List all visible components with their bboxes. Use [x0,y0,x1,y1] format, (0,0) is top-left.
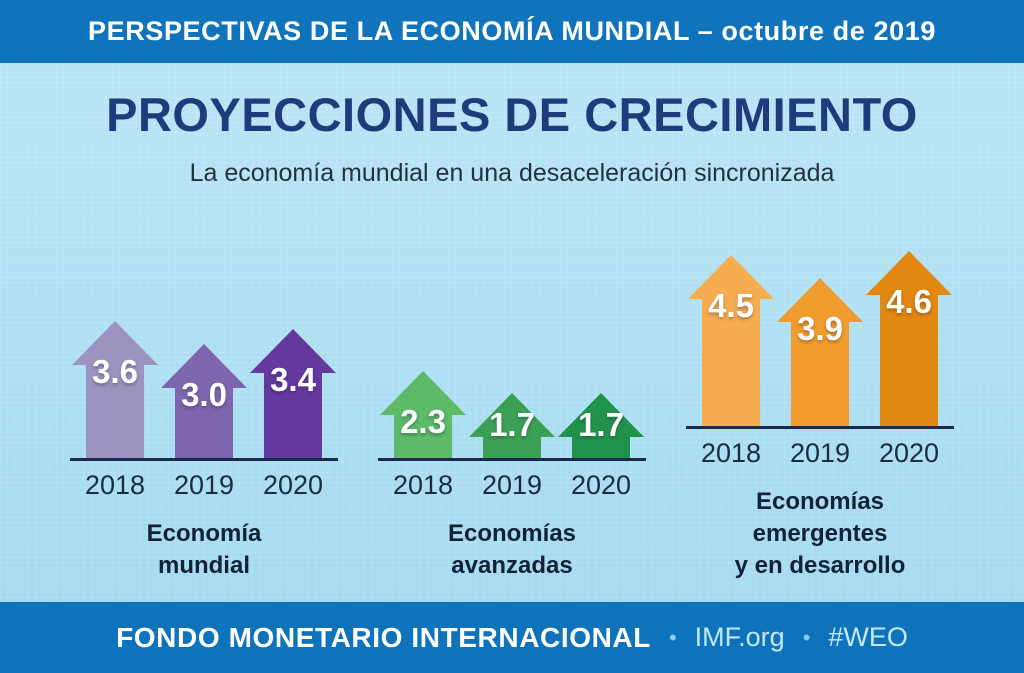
year-label-2019: 2019 [173,470,235,501]
chart-group-2: 2.3 1.7 1.7 2018 2019 2020 Economías avanzada… [378,282,646,583]
growth-arrow-2018: 2.3 [380,371,466,459]
up-arrow-icon [250,329,336,459]
up-arrow-icon [469,393,555,459]
growth-arrow-2019: 3.9 [777,277,863,426]
group-label: Economías emergentes y en desarrollo [686,486,954,583]
axis-baseline [686,425,954,429]
up-arrow-icon [380,371,466,459]
group-label-line: mundial [157,552,250,580]
chart-group-1: 3.6 3.0 3.4 2018 2019 2020 Economía mundial [70,282,338,583]
growth-arrow-2020: 4.6 [866,250,952,426]
axis-baseline [378,458,646,462]
up-arrow-icon [558,393,644,459]
page-subtitle: La economía mundial en una desaceleració… [189,158,835,187]
up-arrow-icon [866,250,952,426]
year-label-2020: 2020 [262,470,324,501]
page-title: PROYECCIONES DE CRECIMIENTO [106,88,918,141]
growth-arrow-2020: 3.4 [250,329,336,459]
arrow-value: 4.5 [708,286,754,324]
growth-arrow-2020: 1.7 [558,393,644,459]
group-label-line: Economías emergentes [752,487,888,548]
group-label-line: y en desarrollo [734,552,906,580]
arrow-value: 3.4 [270,361,316,399]
top-banner-title: PERSPECTIVAS DE LA ECONOMÍA MUNDIAL – oc… [88,16,936,46]
year-label-2018: 2018 [700,437,762,468]
group-label: Economías avanzadas [378,518,646,583]
group-label-line: Economías [447,520,577,548]
year-label-2019: 2019 [481,470,543,501]
arrow-row: 4.5 3.9 4.6 [686,250,954,426]
arrow-row: 3.6 3.0 3.4 [70,282,338,459]
up-arrow-icon [161,344,247,459]
arrow-row: 2.3 1.7 1.7 [378,282,646,459]
chart-group-3: 4.5 3.9 4.6 2018 2019 2020 Economías emergen… [686,250,954,583]
top-banner: PERSPECTIVAS DE LA ECONOMÍA MUNDIAL – oc… [0,0,1024,63]
up-arrow-icon [777,277,863,426]
growth-arrow-2019: 1.7 [469,393,555,459]
arrow-value: 3.6 [92,353,138,391]
growth-chart: 3.6 3.0 3.4 2018 2019 2020 Economía mundial 2… [0,250,1024,583]
year-label-2018: 2018 [392,470,454,501]
year-label-2019: 2019 [789,437,851,468]
growth-arrow-2019: 3.0 [161,344,247,459]
group-label: Economía mundial [70,518,338,583]
arrow-value: 3.9 [797,309,843,347]
arrow-value: 1.7 [578,406,624,444]
year-label-2018: 2018 [84,470,146,501]
footer-website: IMF.org [694,622,785,652]
group-label-line: avanzadas [451,552,573,580]
main-content: PROYECCIONES DE CRECIMIENTO La economía … [0,63,1024,673]
year-axis: 2018 2019 2020 [70,470,338,501]
axis-baseline [70,458,338,462]
footer-hashtag: #WEO [828,622,908,652]
bullet-separator-icon: • [668,624,677,650]
year-label-2020: 2020 [570,470,632,501]
arrow-value: 1.7 [489,406,535,444]
up-arrow-icon [688,254,774,426]
year-axis: 2018 2019 2020 [378,470,646,501]
year-label-2020: 2020 [878,437,940,468]
bottom-banner: FONDO MONETARIO INTERNACIONAL • IMF.org … [0,602,1024,673]
group-label-line: Economía [146,520,262,548]
bullet-separator-icon: • [802,624,811,650]
footer-org-name: FONDO MONETARIO INTERNACIONAL [116,621,651,653]
arrow-value: 2.3 [400,403,446,441]
growth-arrow-2018: 3.6 [72,321,158,459]
growth-arrow-2018: 4.5 [688,254,774,426]
up-arrow-icon [72,321,158,459]
year-axis: 2018 2019 2020 [686,438,954,469]
arrow-value: 3.0 [181,376,227,414]
arrow-value: 4.6 [886,282,932,320]
